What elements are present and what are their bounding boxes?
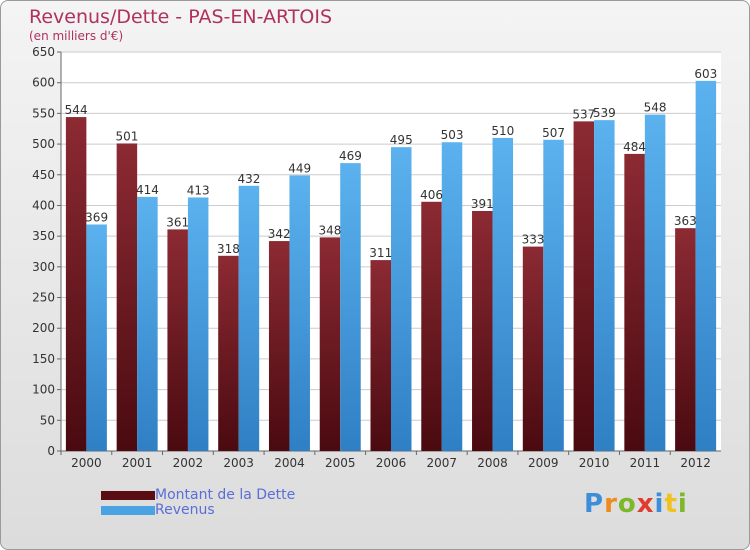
- bar-revenue: [340, 163, 361, 452]
- bar-revenue: [695, 80, 717, 451]
- data-label-debt: 501: [115, 129, 138, 143]
- x-tick-label: 2003: [223, 456, 254, 470]
- x-tick-label: 2010: [579, 456, 610, 470]
- y-tick-label: 500: [32, 137, 55, 151]
- x-tick-label: 2001: [122, 456, 153, 470]
- y-tick-label: 0: [47, 444, 55, 458]
- y-tick-label: 550: [32, 106, 55, 120]
- bar-revenue: [238, 185, 260, 451]
- x-tick-label: 2006: [376, 456, 407, 470]
- data-label-revenue: 432: [237, 172, 260, 186]
- y-tick-label: 250: [32, 291, 55, 305]
- chart-title: Revenus/Dette - PAS-EN-ARTOIS: [29, 6, 333, 28]
- data-label-debt: 361: [166, 215, 189, 229]
- data-label-debt: 544: [65, 103, 88, 117]
- bar-debt: [624, 153, 645, 451]
- bar-revenue: [441, 142, 463, 451]
- data-label-debt: 391: [471, 197, 494, 211]
- x-tick-label: 2000: [71, 456, 102, 470]
- data-label-debt: 342: [268, 227, 291, 241]
- data-label-revenue: 510: [491, 124, 514, 138]
- legend-item-revenue: Revenus: [101, 503, 215, 517]
- data-label-debt: 406: [420, 188, 443, 202]
- bar-revenue: [594, 120, 615, 451]
- bar-debt: [167, 229, 188, 451]
- bar-debt: [370, 260, 391, 451]
- data-label-debt: 348: [319, 223, 342, 237]
- data-label-debt: 318: [217, 242, 240, 256]
- data-label-revenue: 539: [593, 106, 616, 120]
- bar-debt: [116, 143, 138, 451]
- legend-label-debt: Montant de la Dette: [155, 487, 296, 503]
- bar-debt: [319, 237, 341, 451]
- data-label-revenue: 449: [288, 161, 311, 175]
- data-label-debt: 363: [674, 214, 697, 228]
- legend-swatch-debt: [101, 490, 155, 500]
- legend-label-revenue: Revenus: [155, 502, 215, 518]
- bar-revenue: [187, 197, 209, 451]
- x-tick-label: 2008: [477, 456, 508, 470]
- bar-debt: [522, 246, 544, 451]
- legend-swatch-revenue: [101, 505, 155, 515]
- data-label-revenue: 369: [85, 210, 108, 224]
- bar-debt: [573, 121, 595, 451]
- x-tick-label: 2004: [274, 456, 305, 470]
- x-tick-label: 2005: [325, 456, 356, 470]
- bar-revenue: [644, 114, 666, 451]
- bar-revenue: [137, 196, 158, 451]
- x-tick-label: 2011: [630, 456, 661, 470]
- data-label-debt: 311: [369, 246, 392, 260]
- bar-debt: [421, 201, 442, 451]
- bar-revenue: [86, 224, 107, 451]
- x-tick-label: 2007: [426, 456, 457, 470]
- bar-revenue: [289, 175, 310, 452]
- y-tick-label: 450: [32, 168, 55, 182]
- x-tick-label: 2009: [528, 456, 559, 470]
- bar-debt: [65, 117, 87, 452]
- y-tick-label: 300: [32, 260, 55, 274]
- bar-debt: [268, 241, 290, 451]
- data-label-revenue: 603: [694, 67, 717, 81]
- bars-layer: [65, 80, 717, 452]
- y-tick-label: 600: [32, 76, 55, 90]
- data-label-revenue: 503: [441, 128, 464, 142]
- bar-revenue: [543, 139, 564, 451]
- data-label-debt: 484: [623, 140, 646, 154]
- data-label-debt: 333: [522, 233, 545, 247]
- y-tick-label: 400: [32, 198, 55, 212]
- y-tick-label: 200: [32, 321, 55, 335]
- y-tick-label: 350: [32, 229, 55, 243]
- bar-debt: [218, 255, 239, 451]
- data-label-revenue: 495: [390, 133, 413, 147]
- y-tick-label: 650: [32, 45, 55, 59]
- chart-subtitle: (en milliers d'€): [29, 29, 124, 43]
- data-label-debt: 537: [572, 107, 595, 121]
- bar-debt: [675, 228, 696, 451]
- legend-item-debt: Montant de la Dette: [101, 488, 295, 502]
- data-label-revenue: 413: [187, 183, 210, 197]
- y-tick-label: 50: [40, 413, 55, 427]
- data-label-revenue: 414: [136, 183, 159, 197]
- proxiti-logo: Proxiti: [584, 489, 688, 519]
- labels-layer: 0 50 100 150 200 250 300 350 400 450 500 550 600 650 2…: [32, 45, 717, 470]
- bar-debt: [472, 210, 493, 451]
- data-label-revenue: 469: [339, 149, 362, 163]
- bar-revenue: [391, 147, 412, 451]
- y-tick-label: 150: [32, 352, 55, 366]
- x-tick-label: 2012: [680, 456, 711, 470]
- bar-revenue: [492, 137, 514, 451]
- data-label-revenue: 548: [644, 101, 667, 115]
- x-tick-label: 2002: [173, 456, 204, 470]
- data-label-revenue: 507: [542, 126, 565, 140]
- y-tick-label: 100: [32, 383, 55, 397]
